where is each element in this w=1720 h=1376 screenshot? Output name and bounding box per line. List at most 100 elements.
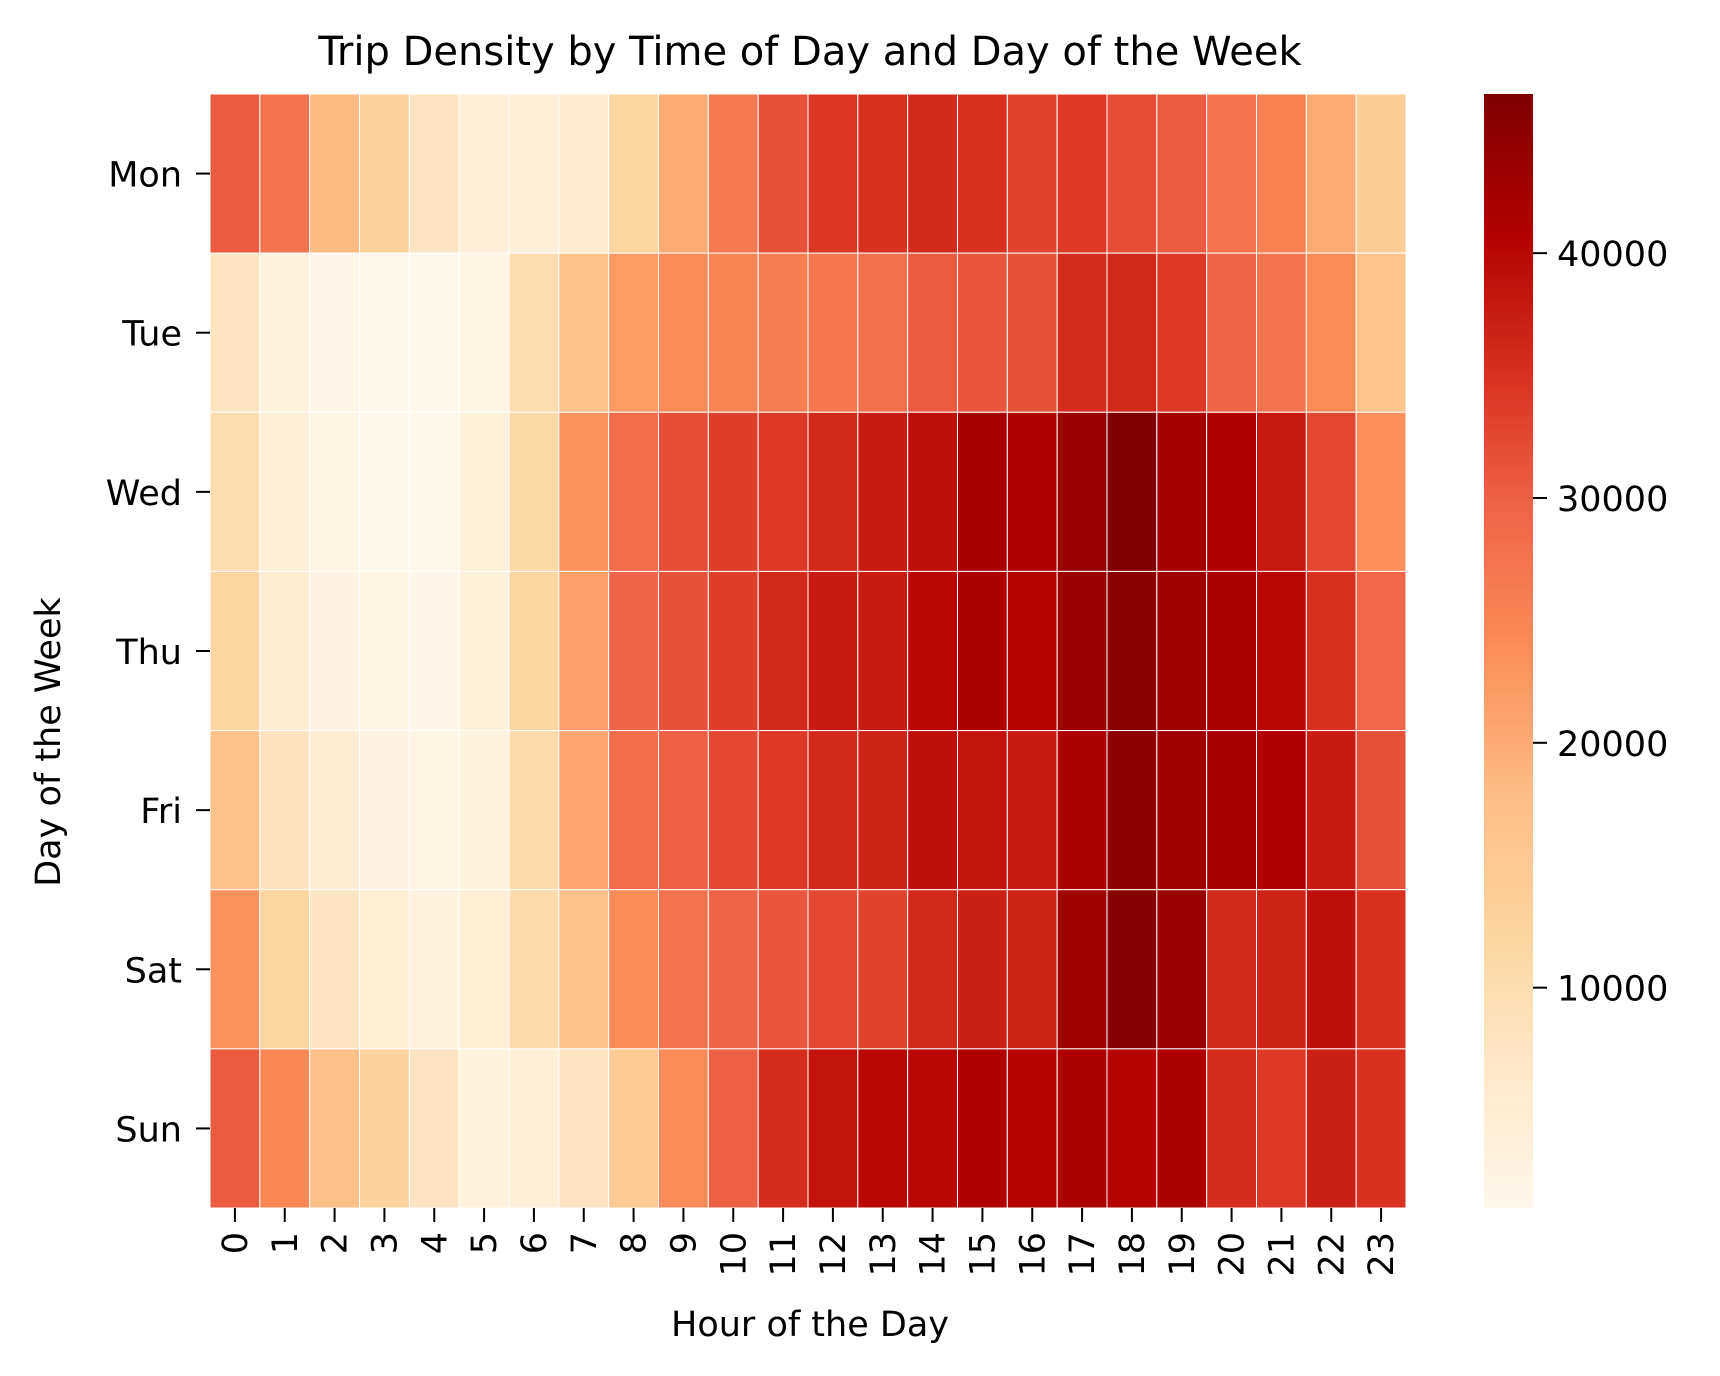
- heatmap-cell: [1006, 730, 1058, 891]
- heatmap-cell: [957, 252, 1008, 413]
- x-tick-label: 11: [764, 1232, 804, 1277]
- heatmap-cell: [408, 411, 460, 572]
- heatmap-cell: [1206, 730, 1257, 891]
- heatmap-cell: [857, 570, 909, 732]
- colorbar-ticks: 10000 20000 30000 40000: [1533, 235, 1668, 1010]
- heatmap-cell: [757, 889, 809, 1050]
- heatmap-cell: [458, 730, 510, 891]
- heatmap-cell: [907, 889, 959, 1050]
- heatmap-cell: [807, 411, 859, 572]
- heatmap-cell: [807, 93, 859, 254]
- heatmap-cell: [508, 252, 560, 413]
- heatmap-cell: [857, 1048, 909, 1209]
- heatmap-cell: [359, 252, 410, 413]
- heatmap-cell: [707, 730, 759, 891]
- heatmap-cell: [1206, 93, 1257, 254]
- heatmap-cell: [658, 570, 709, 732]
- heatmap-cell: [1156, 889, 1208, 1050]
- heatmap-cell: [707, 252, 759, 413]
- heatmap-cell: [807, 889, 859, 1050]
- heatmap-cell: [1006, 889, 1058, 1050]
- heatmap-cell: [757, 570, 809, 732]
- heatmap-cell: [558, 411, 610, 572]
- heatmap-cell: [209, 1048, 261, 1209]
- heatmap-cell: [1156, 411, 1208, 572]
- heatmap-cell: [359, 889, 410, 1050]
- heatmap-cell: [957, 1048, 1008, 1209]
- heatmap-cell: [408, 889, 460, 1050]
- heatmap-cell: [1256, 570, 1307, 732]
- heatmap-cell: [658, 1048, 709, 1209]
- heatmap-cell: [658, 889, 709, 1050]
- colorbar-tick-label: 20000: [1557, 725, 1668, 765]
- heatmap-cell: [209, 93, 261, 254]
- heatmap-cell: [1206, 411, 1257, 572]
- x-tick-label: 18: [1113, 1232, 1153, 1277]
- x-tick-label: 20: [1213, 1232, 1253, 1277]
- heatmap-cell: [1305, 411, 1357, 572]
- heatmap-cell: [458, 889, 510, 1050]
- heatmap-cell: [658, 730, 709, 891]
- heatmap-cell: [359, 570, 410, 732]
- heatmap-cell: [1006, 93, 1058, 254]
- heatmap-cell: [1106, 889, 1158, 1050]
- x-tick-label: 13: [864, 1232, 904, 1277]
- heatmap-cell: [1355, 252, 1407, 413]
- x-tick-label: 5: [465, 1232, 505, 1254]
- heatmap-cell: [309, 889, 360, 1050]
- heatmap-cell: [1156, 252, 1208, 413]
- heatmap-cell: [857, 730, 909, 891]
- heatmap-cell: [608, 252, 660, 413]
- x-tick-label: 4: [415, 1232, 455, 1254]
- heatmap-cell: [907, 730, 959, 891]
- heatmap-cell: [209, 252, 261, 413]
- heatmap-cell: [957, 889, 1008, 1050]
- heatmap-cell: [1305, 1048, 1357, 1209]
- heatmap-cell: [408, 1048, 460, 1209]
- heatmap-cell: [1305, 93, 1357, 254]
- heatmap-cell: [1256, 411, 1307, 572]
- heatmap-cell: [458, 93, 510, 254]
- heatmap-cell: [458, 411, 510, 572]
- heatmap-cell: [359, 1048, 410, 1209]
- heatmap-cell: [807, 1048, 859, 1209]
- heatmap-cell: [359, 730, 410, 891]
- heatmap-cell: [209, 889, 261, 1050]
- heatmap-cell: [558, 252, 610, 413]
- y-tick-label: Wed: [106, 474, 182, 514]
- heatmap-cell: [608, 730, 660, 891]
- heatmap-cell: [1056, 411, 1108, 572]
- y-tick-label: Sun: [115, 1110, 182, 1150]
- heatmap-cell: [309, 93, 360, 254]
- heatmap-cell: [1106, 252, 1158, 413]
- heatmap-cell: [1305, 730, 1357, 891]
- heatmap-cell: [1355, 570, 1407, 732]
- heatmap-cell: [707, 411, 759, 572]
- heatmap-cell: [1056, 889, 1108, 1050]
- y-tick-label: Sat: [125, 951, 182, 991]
- heatmap-cell: [558, 570, 610, 732]
- heatmap-cell: [608, 411, 660, 572]
- y-tick-label: Mon: [108, 156, 182, 196]
- x-tick-label: 9: [664, 1232, 704, 1254]
- heatmap-cell: [757, 411, 809, 572]
- heatmap-cell: [1206, 252, 1257, 413]
- heatmap-cell: [1056, 93, 1108, 254]
- heatmap-cell: [807, 730, 859, 891]
- heatmap-cell: [658, 411, 709, 572]
- heatmap-cell: [558, 889, 610, 1050]
- heatmap-cell: [608, 93, 660, 254]
- heatmap-cell: [857, 889, 909, 1050]
- heatmap-cell: [408, 252, 460, 413]
- heatmap-cell: [259, 411, 311, 572]
- heatmap-cell: [907, 570, 959, 732]
- heatmap-cell: [1106, 730, 1158, 891]
- heatmap-cell: [1355, 93, 1407, 254]
- heatmap-cell: [1056, 570, 1108, 732]
- heatmap-cell: [508, 730, 560, 891]
- heatmap-cell: [209, 411, 261, 572]
- heatmap-cell: [807, 252, 859, 413]
- heatmap-cell: [408, 730, 460, 891]
- heatmap-cell: [508, 411, 560, 572]
